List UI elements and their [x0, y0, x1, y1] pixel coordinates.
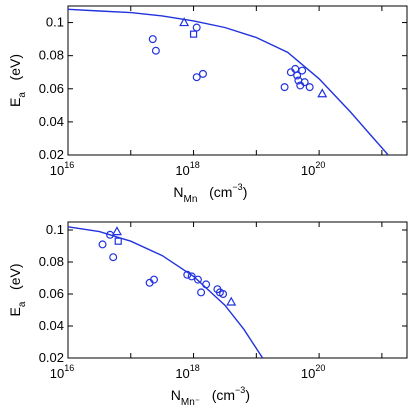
- circle-point: [151, 46, 160, 55]
- x-axis-label-subscript: Mn: [184, 194, 198, 205]
- circle-point: [280, 83, 289, 92]
- x-axis-label-unit: (cm: [200, 387, 235, 403]
- plot-frame: [67, 221, 408, 359]
- circle-point: [183, 270, 192, 279]
- circle-point: [192, 73, 201, 82]
- y-tick-label: 0.06: [39, 286, 64, 301]
- circle-point: [198, 69, 207, 78]
- x-axis-label-unit-close: ): [245, 387, 250, 403]
- x-tick-exponent: 20: [315, 160, 325, 170]
- y-tick-label: 0.02: [39, 350, 64, 365]
- x-axis-label-subscript: Mn⁻: [181, 397, 200, 408]
- triangle-point: [179, 17, 190, 27]
- circle-point: [300, 78, 309, 87]
- x-axis-label: NMn (cm−3): [173, 182, 247, 205]
- x-tick-base: 10: [301, 366, 315, 381]
- y-tick-label: 0.04: [39, 114, 64, 129]
- x-tick-label: 1016: [50, 363, 74, 381]
- circle-point: [305, 83, 314, 92]
- triangle-point: [226, 296, 237, 306]
- y-tick-label: 0.02: [39, 147, 64, 162]
- y-axis-label-subscript: a: [17, 301, 28, 307]
- x-axis-label-main: N: [171, 387, 181, 403]
- circle-point: [202, 280, 211, 289]
- x-tick-exponent: 16: [64, 160, 74, 170]
- circle-point: [109, 253, 118, 262]
- x-tick-base: 10: [175, 163, 189, 178]
- circle-point: [98, 240, 107, 249]
- y-tick-label: 0.08: [39, 48, 64, 63]
- y-axis-label-unit: (eV): [7, 54, 23, 92]
- y-tick-label: 0.08: [39, 254, 64, 269]
- x-tick-base: 10: [175, 366, 189, 381]
- x-tick-label: 1018: [175, 363, 199, 381]
- circle-point: [219, 290, 228, 299]
- x-tick-label: 1016: [50, 160, 74, 178]
- y-tick-label: 0.06: [39, 81, 64, 96]
- fit-curve: [68, 226, 264, 358]
- y-axis-label: Ea (eV): [7, 263, 28, 316]
- x-axis-label-unit: (cm: [197, 184, 232, 200]
- x-tick-exponent: 16: [64, 363, 74, 373]
- circle-point: [187, 272, 196, 281]
- x-tick-exponent: 18: [190, 363, 200, 373]
- triangle-point: [317, 88, 328, 98]
- triangle-point: [111, 226, 122, 236]
- circle-point: [148, 35, 157, 44]
- fit-curve: [68, 8, 389, 155]
- y-axis-label-main: E: [7, 307, 23, 316]
- y-axis-label-main: E: [7, 98, 23, 107]
- x-tick-label: 1018: [175, 160, 199, 178]
- x-axis-label: NMn⁻ (cm−3): [171, 385, 250, 408]
- x-axis-label-unit-close: ): [243, 184, 248, 200]
- y-axis-label-subscript: a: [17, 92, 28, 98]
- x-axis-label-unit-exponent: −3: [232, 182, 242, 192]
- x-tick-exponent: 18: [190, 160, 200, 170]
- y-axis-label-unit: (eV): [7, 263, 23, 301]
- square-point: [189, 30, 198, 38]
- x-tick-label: 1020: [301, 160, 325, 178]
- x-tick-base: 10: [50, 163, 64, 178]
- x-tick-label: 1020: [301, 363, 325, 381]
- y-axis-label: Ea (eV): [7, 54, 28, 107]
- circle-point: [150, 275, 159, 284]
- x-axis-label-main: N: [173, 184, 183, 200]
- plot-frame: [67, 5, 408, 156]
- x-tick-exponent: 20: [315, 363, 325, 373]
- circle-point: [298, 66, 307, 75]
- circle-point: [193, 275, 202, 284]
- y-tick-label: 0.1: [46, 15, 64, 30]
- y-tick-label: 0.04: [39, 318, 64, 333]
- circle-point: [192, 23, 201, 32]
- square-point: [114, 237, 122, 245]
- circle-point: [293, 71, 302, 80]
- circle-point: [197, 288, 206, 297]
- x-axis-label-unit-exponent: −3: [235, 385, 245, 395]
- y-tick-label: 0.1: [46, 222, 64, 237]
- x-tick-base: 10: [50, 366, 64, 381]
- x-tick-base: 10: [301, 163, 315, 178]
